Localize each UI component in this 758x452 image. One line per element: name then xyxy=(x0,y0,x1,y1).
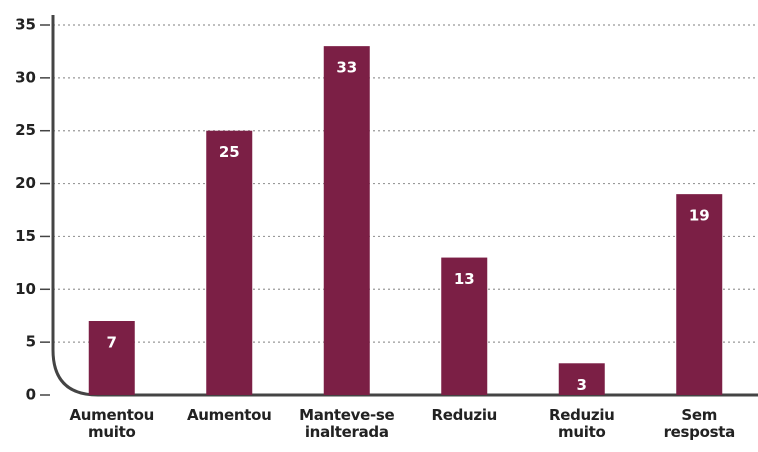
bar xyxy=(676,194,723,395)
x-tick-label: Aumentou muito xyxy=(69,406,155,441)
bar xyxy=(558,363,605,395)
y-tick-label: 0 xyxy=(26,386,36,404)
value-label: 33 xyxy=(336,59,357,77)
bar xyxy=(441,257,488,395)
axis-line xyxy=(51,15,758,397)
y-tick-label: 35 xyxy=(15,16,36,34)
y-tick-label: 15 xyxy=(15,227,36,245)
y-tick-label: 30 xyxy=(15,68,36,86)
bar xyxy=(206,130,253,395)
bar xyxy=(88,321,135,395)
x-tick-label: Reduziu muito xyxy=(548,406,615,441)
x-tick-label: Manteve-se inalterada xyxy=(299,406,395,441)
x-tick-label: Sem resposta xyxy=(663,406,736,441)
y-tick-label: 10 xyxy=(15,280,36,298)
value-label: 19 xyxy=(689,207,710,225)
value-label: 13 xyxy=(454,270,475,288)
x-tick-label: Aumentou xyxy=(186,406,272,424)
value-label: 3 xyxy=(577,376,587,394)
x-tick-label: Reduziu xyxy=(431,406,498,424)
y-tick-label: 5 xyxy=(26,333,36,351)
y-tick-label: 25 xyxy=(15,121,36,139)
y-tick-label: 20 xyxy=(15,174,36,192)
value-label: 7 xyxy=(107,334,117,352)
bar xyxy=(323,46,370,396)
value-label: 25 xyxy=(219,143,240,161)
